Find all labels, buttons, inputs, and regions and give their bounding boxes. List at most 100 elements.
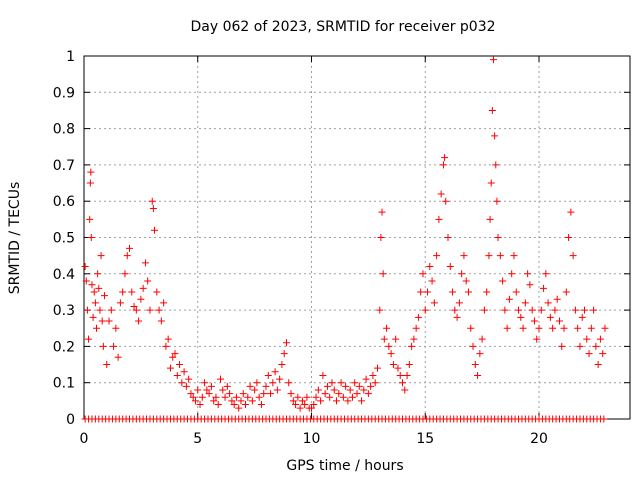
data-point: [421, 306, 429, 314]
data-point: [385, 342, 393, 350]
data-point: [585, 350, 593, 358]
data-point: [515, 306, 523, 314]
data-point: [217, 375, 224, 383]
data-point: [257, 400, 265, 408]
data-point: [196, 400, 204, 408]
data-point: [581, 306, 588, 314]
data-point: [296, 404, 304, 412]
data-point: [367, 382, 375, 390]
data-point: [282, 339, 290, 347]
data-point: [451, 306, 459, 314]
data-point: [441, 154, 449, 162]
data-point: [351, 379, 359, 387]
data-point: [232, 393, 240, 401]
data-point: [394, 364, 402, 372]
data-point: [462, 277, 470, 285]
data-point: [364, 390, 372, 398]
data-point: [235, 404, 243, 412]
data-point: [149, 204, 157, 212]
y-tick-label: 1: [66, 49, 75, 65]
data-point: [344, 397, 352, 405]
data-point: [537, 306, 545, 314]
y-tick-label: 0.3: [53, 303, 75, 319]
data-point: [453, 313, 461, 321]
data-point: [244, 393, 252, 401]
data-point: [392, 335, 400, 343]
data-point: [467, 324, 475, 332]
data-point: [469, 342, 477, 350]
data-point: [237, 397, 245, 405]
data-point: [496, 252, 504, 260]
data-point: [164, 335, 172, 343]
data-point: [401, 386, 409, 394]
zero-point: [600, 415, 608, 423]
data-point: [355, 382, 363, 390]
data-point: [278, 361, 286, 369]
data-point: [212, 393, 220, 401]
data-point: [587, 324, 595, 332]
data-point: [187, 390, 195, 398]
data-point: [387, 350, 395, 358]
y-tick-label: 0.9: [53, 85, 75, 101]
data-point: [505, 295, 513, 303]
data-point: [379, 270, 387, 278]
data-point: [488, 106, 496, 114]
data-point: [267, 390, 275, 398]
data-point: [319, 371, 327, 379]
data-point: [137, 295, 145, 303]
data-point: [198, 393, 206, 401]
y-axis-label: SRMTID / TECUs: [7, 182, 23, 295]
data-point: [157, 317, 165, 325]
data-point: [376, 306, 384, 314]
data-point: [121, 270, 129, 278]
data-point: [223, 382, 231, 390]
data-point: [203, 386, 211, 394]
data-point: [132, 306, 140, 314]
data-point: [339, 393, 347, 401]
data-point: [499, 277, 507, 285]
x-tick-label: 0: [80, 431, 89, 447]
data-point: [348, 393, 356, 401]
data-point: [105, 317, 113, 325]
data-point: [292, 400, 300, 408]
data-point: [139, 284, 147, 292]
data-point: [517, 313, 525, 321]
x-tick-label: 5: [193, 431, 202, 447]
data-point: [269, 379, 277, 387]
x-tick-labels: 0 5 10 15 20: [80, 431, 548, 447]
data-point: [176, 361, 184, 369]
data-point: [569, 252, 577, 260]
data-point: [103, 361, 111, 369]
data-point: [490, 56, 497, 64]
data-point: [378, 208, 386, 216]
data-point: [417, 288, 425, 296]
data-point: [88, 281, 96, 289]
data-points: [81, 56, 609, 412]
data-point: [86, 215, 94, 223]
data-point: [310, 400, 318, 408]
data-point: [362, 375, 370, 383]
data-point: [173, 371, 181, 379]
data-point: [414, 313, 422, 321]
chart-title: Day 062 of 2023, SRMTID for receiver p03…: [190, 19, 495, 35]
data-point: [446, 263, 454, 271]
data-point: [530, 317, 538, 325]
data-point: [493, 197, 501, 205]
data-point: [83, 306, 91, 314]
data-point: [276, 375, 284, 383]
data-point: [396, 371, 404, 379]
data-point: [487, 179, 495, 187]
data-point: [314, 386, 322, 394]
data-point: [360, 386, 368, 394]
data-point: [321, 390, 329, 398]
data-point: [403, 371, 411, 379]
data-point: [169, 353, 177, 361]
data-point: [144, 277, 152, 285]
data-point: [146, 306, 154, 314]
data-point: [130, 302, 138, 310]
data-point: [553, 295, 561, 303]
data-point: [239, 390, 247, 398]
data-point: [160, 299, 168, 307]
data-point: [323, 382, 331, 390]
